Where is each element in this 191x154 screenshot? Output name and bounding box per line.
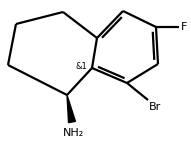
Text: Br: Br [149,102,161,112]
Text: NH₂: NH₂ [62,128,84,138]
Text: &1: &1 [75,61,87,71]
Polygon shape [67,95,75,123]
Text: F: F [181,22,187,32]
